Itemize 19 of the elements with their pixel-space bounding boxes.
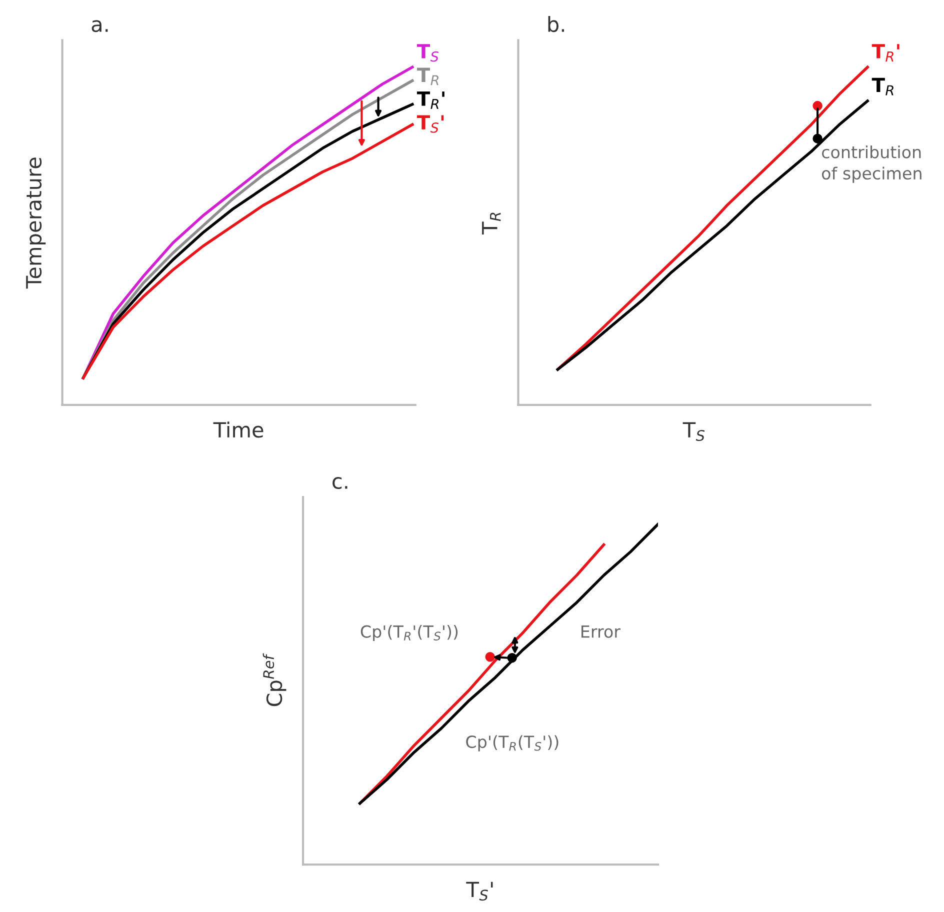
annotation: Cp'(T$_{R}$'(T$_{S}$')) [360,624,458,642]
annotation: Cp'(T$_{R}$(T$_{S}$')) [466,735,558,752]
series-label: T$_{S}$ [416,44,439,62]
x-axis-title: T$_{S}$ [682,422,705,442]
x-axis-title: Time [213,422,264,438]
series-label: T$_{S}$' [416,115,444,133]
series-label: T$_{R}$' [872,44,900,62]
chart-title: a. [92,20,108,32]
chart-title: c. [332,477,348,490]
y-axis-title: Temperature [26,158,46,289]
y-axis-title: Cp$^{Ref}$ [262,653,286,706]
y-axis-title: T$_{R}$ [482,212,501,234]
series-label: T$_{R}$ [872,78,894,96]
annotation: Error [582,625,620,638]
annotation: contribution of specimen [822,145,922,183]
series-label: T$_{R}$ [416,68,438,86]
chart-title: b. [548,16,564,32]
legend-label: T$_{R}$' [416,92,444,109]
x-axis-title: T$_{S}$' [466,882,493,901]
